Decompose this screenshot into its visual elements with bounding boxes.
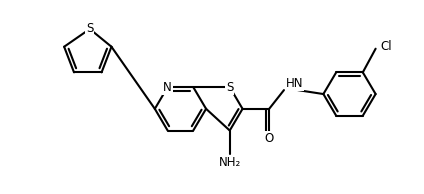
Text: Cl: Cl — [381, 40, 392, 53]
Text: N: N — [163, 81, 172, 94]
Text: O: O — [265, 132, 274, 145]
Text: S: S — [226, 81, 234, 94]
Text: HN: HN — [286, 77, 304, 90]
Text: NH₂: NH₂ — [219, 156, 241, 169]
Text: S: S — [86, 23, 93, 36]
